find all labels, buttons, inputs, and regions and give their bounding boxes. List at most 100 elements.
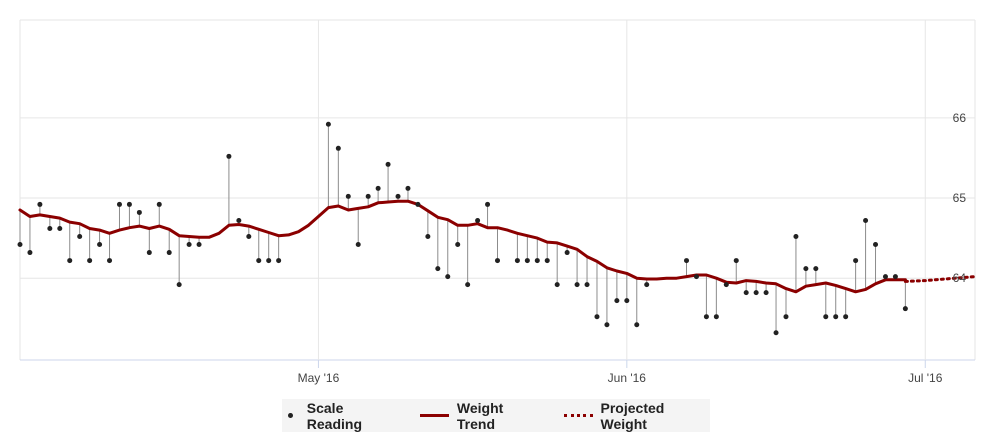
- projected-weight-line-icon: [563, 414, 593, 417]
- scale-reading-point: [843, 314, 849, 320]
- scale-reading-point: [425, 234, 431, 240]
- scale-reading-point: [335, 145, 341, 151]
- scale-reading-point: [186, 242, 192, 248]
- scale-reading-point: [624, 298, 630, 304]
- scale-reading-point: [803, 266, 809, 272]
- scale-reading-point: [226, 153, 232, 159]
- scale-reading-point: [17, 242, 23, 248]
- scale-reading-point: [882, 274, 888, 280]
- legend-label-scale-reading: Scale Reading: [306, 399, 362, 432]
- scale-reading-point: [27, 250, 33, 256]
- legend-item-weight-trend[interactable]: Weight Trend: [420, 400, 542, 432]
- y-tick-label: 66: [953, 111, 967, 125]
- scale-reading-point: [146, 250, 152, 256]
- scale-reading-point: [236, 217, 242, 223]
- scale-reading-point: [166, 250, 172, 256]
- scale-reading-point: [325, 121, 331, 127]
- y-tick-label: 64: [953, 271, 967, 285]
- scale-reading-point: [246, 234, 252, 240]
- scale-reading-point: [465, 282, 471, 288]
- scale-reading-point: [455, 242, 461, 248]
- scale-reading-point: [67, 258, 73, 264]
- scale-reading-point: [116, 201, 122, 207]
- scale-reading-point: [693, 274, 699, 280]
- scale-reading-point: [634, 322, 640, 328]
- chart-svg: 64 65 66 May '16 Jun '16 Jul '16: [17, 19, 977, 385]
- trend-layer: [18, 199, 977, 294]
- scale-reading-point: [435, 266, 441, 272]
- scale-reading-point: [873, 242, 879, 248]
- x-tick-label: May '16: [298, 371, 340, 385]
- scale-reading-point: [554, 282, 560, 288]
- scale-reading-point: [813, 266, 819, 272]
- scale-reading-point: [574, 282, 580, 288]
- chart-legend: Scale Reading Weight Trend Projected Wei…: [282, 399, 710, 432]
- scale-reading-point: [97, 242, 103, 248]
- scale-reading-point: [445, 274, 451, 280]
- scale-reading-points: [17, 121, 908, 336]
- scale-reading-point: [753, 290, 759, 296]
- axis-labels: 64 65 66 May '16 Jun '16 Jul '16: [298, 111, 967, 385]
- scale-reading-point: [823, 314, 829, 320]
- scale-reading-point: [713, 314, 719, 320]
- scale-reading-point: [892, 274, 898, 280]
- legend-item-projected-weight[interactable]: Projected Weight: [563, 399, 710, 432]
- scale-reading-point: [107, 258, 113, 264]
- weight-trend-line: [18, 199, 907, 294]
- scale-reading-point: [136, 209, 142, 215]
- scale-reading-point: [385, 161, 391, 167]
- scale-reading-point: [415, 201, 421, 207]
- scale-reading-point: [544, 258, 550, 264]
- scale-reading-point: [276, 258, 282, 264]
- scale-reading-point: [684, 258, 690, 264]
- scale-reading-point: [196, 242, 202, 248]
- scale-reading-point: [405, 185, 411, 191]
- scale-reading-point: [57, 225, 63, 231]
- scale-reading-point: [524, 258, 530, 264]
- scale-reading-point: [584, 282, 590, 288]
- gridlines: [19, 19, 976, 368]
- scale-reading-point: [375, 185, 381, 191]
- scale-reading-point: [853, 258, 859, 264]
- projected-weight-line: [903, 275, 977, 283]
- scale-reading-point: [514, 258, 520, 264]
- scale-reading-point: [723, 282, 729, 288]
- scale-reading-point: [345, 193, 351, 199]
- scale-reading-point: [743, 290, 749, 296]
- scale-reading-point: [485, 201, 491, 207]
- legend-item-scale-reading[interactable]: Scale Reading: [282, 400, 398, 432]
- scale-reading-point: [863, 217, 869, 223]
- scale-reading-point: [594, 314, 600, 320]
- scale-reading-point: [703, 314, 709, 320]
- scale-reading-point: [156, 201, 162, 207]
- scale-reading-point: [47, 225, 53, 231]
- scale-reading-point: [833, 314, 839, 320]
- scale-reading-point: [495, 258, 500, 264]
- scale-reading-point: [733, 258, 739, 264]
- scale-reading-point: [365, 193, 371, 199]
- scale-reading-point: [256, 258, 262, 264]
- scale-reading-point: [176, 282, 182, 288]
- x-tick-label: Jul '16: [908, 371, 943, 385]
- scale-reading-point: [37, 201, 43, 207]
- scale-reading-point: [564, 250, 570, 256]
- scale-reading-point: [355, 242, 361, 248]
- scale-reading-point: [783, 314, 789, 320]
- legend-label-projected-weight: Projected Weight: [600, 399, 665, 432]
- scale-reading-point: [773, 330, 779, 336]
- scale-reading-point: [644, 282, 650, 288]
- scale-reading-point: [763, 290, 769, 296]
- scale-reading-point: [604, 322, 610, 328]
- scale-reading-point: [266, 258, 272, 264]
- scale-reading-point: [77, 234, 83, 240]
- legend-label-weight-trend: Weight Trend: [456, 399, 504, 432]
- scale-reading-point: [614, 298, 620, 304]
- scale-reading-point: [793, 234, 799, 240]
- scale-reading-point: [534, 258, 540, 264]
- x-tick-label: Jun '16: [608, 371, 647, 385]
- y-tick-label: 65: [953, 191, 967, 205]
- scale-reading-point: [87, 258, 93, 264]
- scale-reading-point: [902, 306, 908, 312]
- weight-trend-line-icon: [420, 414, 449, 417]
- scale-reading-point: [475, 217, 481, 223]
